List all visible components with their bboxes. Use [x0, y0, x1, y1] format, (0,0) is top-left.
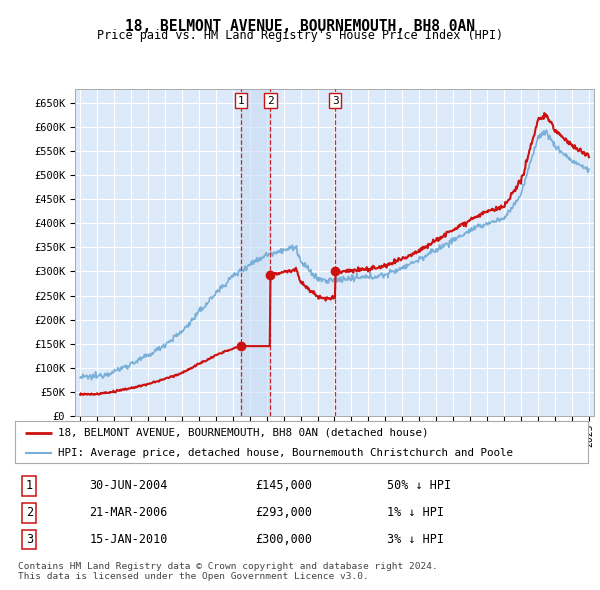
Text: 18, BELMONT AVENUE, BOURNEMOUTH, BH8 0AN: 18, BELMONT AVENUE, BOURNEMOUTH, BH8 0AN	[125, 19, 475, 34]
Text: 1% ↓ HPI: 1% ↓ HPI	[388, 506, 445, 519]
Bar	[241, 88, 271, 416]
Text: £293,000: £293,000	[256, 506, 313, 519]
Text: 3: 3	[26, 533, 33, 546]
Text: 1: 1	[26, 479, 33, 492]
Text: 3% ↓ HPI: 3% ↓ HPI	[388, 533, 445, 546]
Text: Contains HM Land Registry data © Crown copyright and database right 2024.
This d: Contains HM Land Registry data © Crown c…	[18, 562, 438, 581]
Text: 21-MAR-2006: 21-MAR-2006	[89, 506, 168, 519]
Text: HPI: Average price, detached house, Bournemouth Christchurch and Poole: HPI: Average price, detached house, Bour…	[58, 448, 513, 457]
Text: Price paid vs. HM Land Registry's House Price Index (HPI): Price paid vs. HM Land Registry's House …	[97, 30, 503, 42]
Text: £300,000: £300,000	[256, 533, 313, 546]
Text: 15-JAN-2010: 15-JAN-2010	[89, 533, 168, 546]
Text: 2: 2	[26, 506, 33, 519]
Text: 2: 2	[267, 96, 274, 106]
Text: 18, BELMONT AVENUE, BOURNEMOUTH, BH8 0AN (detached house): 18, BELMONT AVENUE, BOURNEMOUTH, BH8 0AN…	[58, 428, 428, 438]
Text: 30-JUN-2004: 30-JUN-2004	[89, 479, 168, 492]
Text: £145,000: £145,000	[256, 479, 313, 492]
Text: 50% ↓ HPI: 50% ↓ HPI	[388, 479, 452, 492]
Text: 3: 3	[332, 96, 338, 106]
Text: 1: 1	[238, 96, 245, 106]
